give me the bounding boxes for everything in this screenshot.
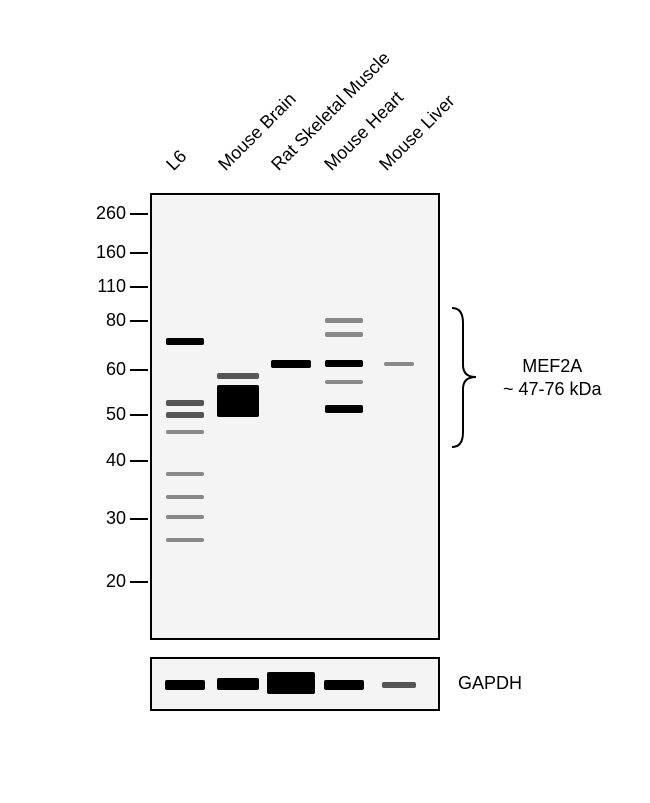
band [166,495,204,499]
band [271,360,311,368]
target-protein-label: MEF2A ~ 47-76 kDa [503,355,602,402]
band [166,412,204,418]
band [325,380,363,384]
gapdh-label: GAPDH [458,673,522,694]
mw-label-110: 110 [86,276,126,297]
mw-tick [130,581,148,583]
mw-label-160: 160 [86,242,126,263]
mw-label-30: 30 [86,508,126,529]
mw-tick [130,252,148,254]
target-name: MEF2A [503,355,602,378]
band [166,430,204,434]
band [382,682,416,688]
band [165,680,205,690]
band [325,318,363,323]
mw-tick [130,414,148,416]
mw-tick [130,213,148,215]
mw-label-80: 80 [86,310,126,331]
band [217,678,259,690]
mw-tick [130,369,148,371]
band [166,338,204,345]
band [166,400,204,406]
band [166,472,204,476]
mw-tick [130,286,148,288]
mw-label-60: 60 [86,359,126,380]
lane-label-l6: L6 [162,146,191,175]
mw-label-40: 40 [86,450,126,471]
target-mw-range: ~ 47-76 kDa [503,378,602,401]
band [384,362,414,366]
band [166,515,204,519]
mw-label-20: 20 [86,571,126,592]
band [324,680,364,690]
band [325,405,363,413]
band [325,332,363,337]
mw-label-50: 50 [86,404,126,425]
mw-tick [130,320,148,322]
band [217,373,259,379]
band [166,538,204,542]
band [217,385,259,417]
mw-label-260: 260 [86,203,126,224]
mw-tick [130,460,148,462]
bracket-icon [448,305,488,450]
mw-tick [130,518,148,520]
figure-container: L6 Mouse Brain Rat Skeletal Muscle Mouse… [0,0,650,803]
band [325,360,363,367]
band [267,672,315,694]
